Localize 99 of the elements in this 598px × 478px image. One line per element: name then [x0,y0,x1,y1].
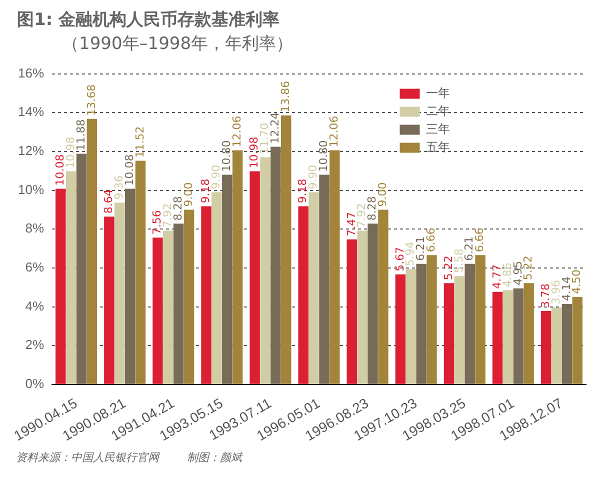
y-tick-label: 12% [18,143,44,158]
bar [124,188,136,384]
legend-label: 一年 [426,86,450,100]
data-label: 10.08 [53,154,66,186]
data-label: 7.47 [344,212,358,236]
y-tick-label: 6% [25,260,44,275]
data-label: 3.78 [538,284,552,308]
data-label: 5.67 [393,246,406,272]
bar [426,255,437,384]
data-label: 9.00 [376,182,390,207]
text: 制图：颜斌 [187,451,242,464]
bar [281,115,292,384]
bar [319,174,330,384]
bar [173,224,184,384]
bar [76,154,87,384]
bar [395,274,406,384]
data-label: 11.52 [133,126,146,158]
bar [184,210,194,384]
data-label: 3.96 [549,280,562,305]
text: 资料来源：中国人民银行官网 [16,451,159,464]
data-label: 11.88 [74,119,88,151]
data-label: 5.22 [442,256,455,280]
bar [222,174,232,384]
bar [572,297,582,384]
bar [492,292,503,384]
bar [524,283,534,384]
data-label: 5.94 [404,242,417,266]
data-label: 6.21 [414,236,428,261]
bar [86,118,98,384]
bar [540,311,552,384]
data-label: 7.92 [355,203,368,228]
bar [454,276,465,384]
data-label: 4.14 [560,276,573,302]
bar [464,264,475,384]
bar [330,150,340,384]
data-label: 12.06 [328,116,341,148]
data-label: 10.98 [248,136,261,168]
bar [406,269,416,384]
data-label: 13.86 [278,80,292,112]
bar [152,238,163,384]
bar [513,288,524,384]
bar [502,290,514,384]
y-tick-label: 4% [25,298,44,314]
data-label: 11.70 [258,122,272,154]
bar [104,216,114,384]
data-label: 5.22 [522,256,535,280]
data-label: 13.68 [84,84,98,116]
data-label: 6.66 [473,228,486,252]
y-tick-label: 10% [18,182,44,197]
y-tick-label: 14% [18,104,44,120]
bar [212,192,222,384]
data-label: 6.66 [424,228,438,252]
data-label: 4.50 [570,270,584,294]
bar [270,146,281,384]
bar [201,206,212,384]
data-label: 4.77 [490,264,504,289]
bar [551,308,562,384]
data-label: 9.18 [296,178,310,204]
y-tick-label: 2% [25,337,44,352]
data-label: 5.58 [452,248,466,274]
chart-subtitle: （1990年–1998年，年利率） [62,33,294,55]
data-label: 10.80 [220,140,233,172]
data-label: 4.95 [511,260,524,286]
bar [114,202,125,384]
bar [163,230,174,384]
data-label: 9.18 [199,178,212,204]
bar [368,224,378,384]
bar [357,230,368,384]
bar [66,171,76,384]
data-label: 6.21 [462,236,476,261]
data-label: 4.86 [500,262,514,288]
bar [378,210,388,384]
data-label: 10.98 [64,136,77,168]
bar [250,171,260,384]
bar [135,160,146,384]
data-label: 8.28 [366,196,379,221]
bar [56,188,66,384]
data-label: 9.90 [210,164,223,190]
bar [298,206,308,384]
bar [308,192,319,384]
y-tick-label: 0% [25,376,44,391]
bar [562,304,572,384]
data-label: 12.24 [268,112,282,144]
bar [416,264,426,384]
data-label: 10.08 [122,154,136,186]
chart-title: 图1: 金融机构人民币存款基准利率 [17,9,280,31]
data-label: 9.00 [182,182,195,207]
y-tick-label: 16% [18,65,44,80]
y-tick-label: 8% [25,220,44,236]
data-label: 9.90 [306,164,320,190]
legend-label: 三年 [426,122,450,136]
bar [260,157,270,384]
data-label: 10.80 [317,140,330,172]
bar [475,255,486,384]
data-label: 7.56 [150,210,164,235]
bar [444,283,454,384]
bar [346,239,358,384]
data-label: 12.06 [230,116,244,148]
bar [232,150,243,384]
